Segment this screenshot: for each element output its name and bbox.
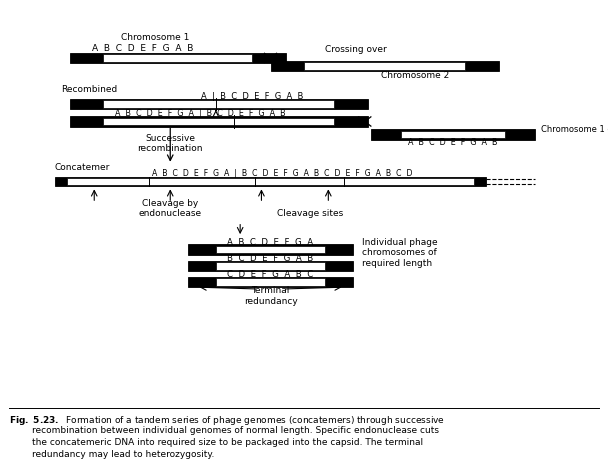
Bar — [304, 63, 465, 71]
Text: A  B  C  D  E  F  G  A  B: A B C D E F G A B — [92, 44, 193, 53]
Bar — [216, 263, 325, 270]
Text: Concatemer: Concatemer — [55, 162, 110, 171]
Text: C  D  E  F  G  A  B  C: C D E F G A B C — [227, 269, 314, 279]
Text: redundancy may lead to heterozygosity.: redundancy may lead to heterozygosity. — [9, 449, 215, 458]
Text: Successive
recombination: Successive recombination — [137, 134, 203, 153]
Text: Chromosome 1 or 2: Chromosome 1 or 2 — [541, 125, 608, 134]
Text: Individual phage
chromosomes of
required length: Individual phage chromosomes of required… — [362, 238, 437, 267]
Bar — [401, 131, 505, 139]
Bar — [103, 55, 252, 63]
Text: Terminal
redundancy: Terminal redundancy — [244, 286, 297, 305]
Bar — [188, 261, 353, 271]
Bar — [188, 245, 353, 255]
Bar — [371, 130, 535, 140]
Bar — [216, 246, 325, 254]
Text: Chromosome 2: Chromosome 2 — [381, 71, 449, 80]
Text: recombination between individual genomes of normal length. Specific endonuclease: recombination between individual genomes… — [9, 425, 439, 434]
Text: Chromosome 1: Chromosome 1 — [121, 32, 189, 42]
Text: A  |  B  C  D  E  F  G  A  B: A | B C D E F G A B — [201, 91, 303, 100]
Bar — [271, 62, 499, 72]
Text: A  B  C  D  E  F  G  A  |  B  C  D  E  F  G  A  B  C  D  E  F  G  A  B  C  D: A B C D E F G A | B C D E F G A B C D E … — [152, 169, 412, 178]
Bar — [70, 100, 368, 110]
Text: Cleavage by
endonuclease: Cleavage by endonuclease — [139, 199, 202, 218]
Text: A  B  C  D  E  F  G  A  B: A B C D E F G A B — [408, 138, 498, 147]
Bar — [103, 119, 334, 126]
Bar — [55, 178, 486, 186]
Bar — [188, 277, 353, 288]
Text: B  C  D  E  F  G  A  B: B C D E F G A B — [227, 253, 314, 263]
Bar — [70, 54, 286, 64]
Text: Recombined: Recombined — [61, 85, 117, 94]
Text: Cleavage sites: Cleavage sites — [277, 208, 343, 218]
Bar — [67, 179, 474, 185]
Bar — [70, 117, 368, 127]
Text: A  B  C  D  E  F  G  A: A B C D E F G A — [227, 237, 314, 246]
Text: $\mathbf{Fig.\ 5.23.}$  Formation of a tandem series of phage genomes (concateme: $\mathbf{Fig.\ 5.23.}$ Formation of a ta… — [9, 413, 445, 426]
Bar — [103, 101, 334, 109]
Text: the concatemeric DNA into required size to be packaged into the capsid. The term: the concatemeric DNA into required size … — [9, 437, 423, 446]
Text: A  B  C  D  E  F  G  A  |  B  C  D  E  F  G  A  B: A B C D E F G A | B C D E F G A B — [116, 108, 286, 118]
Text: Crossing over: Crossing over — [325, 45, 387, 54]
Bar — [216, 279, 325, 286]
